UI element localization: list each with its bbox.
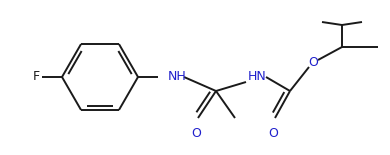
Text: NH: NH [168,71,187,84]
Text: HN: HN [248,71,267,84]
Text: F: F [33,71,40,84]
Text: O: O [191,127,201,140]
Text: O: O [268,127,278,140]
Text: O: O [308,57,318,69]
